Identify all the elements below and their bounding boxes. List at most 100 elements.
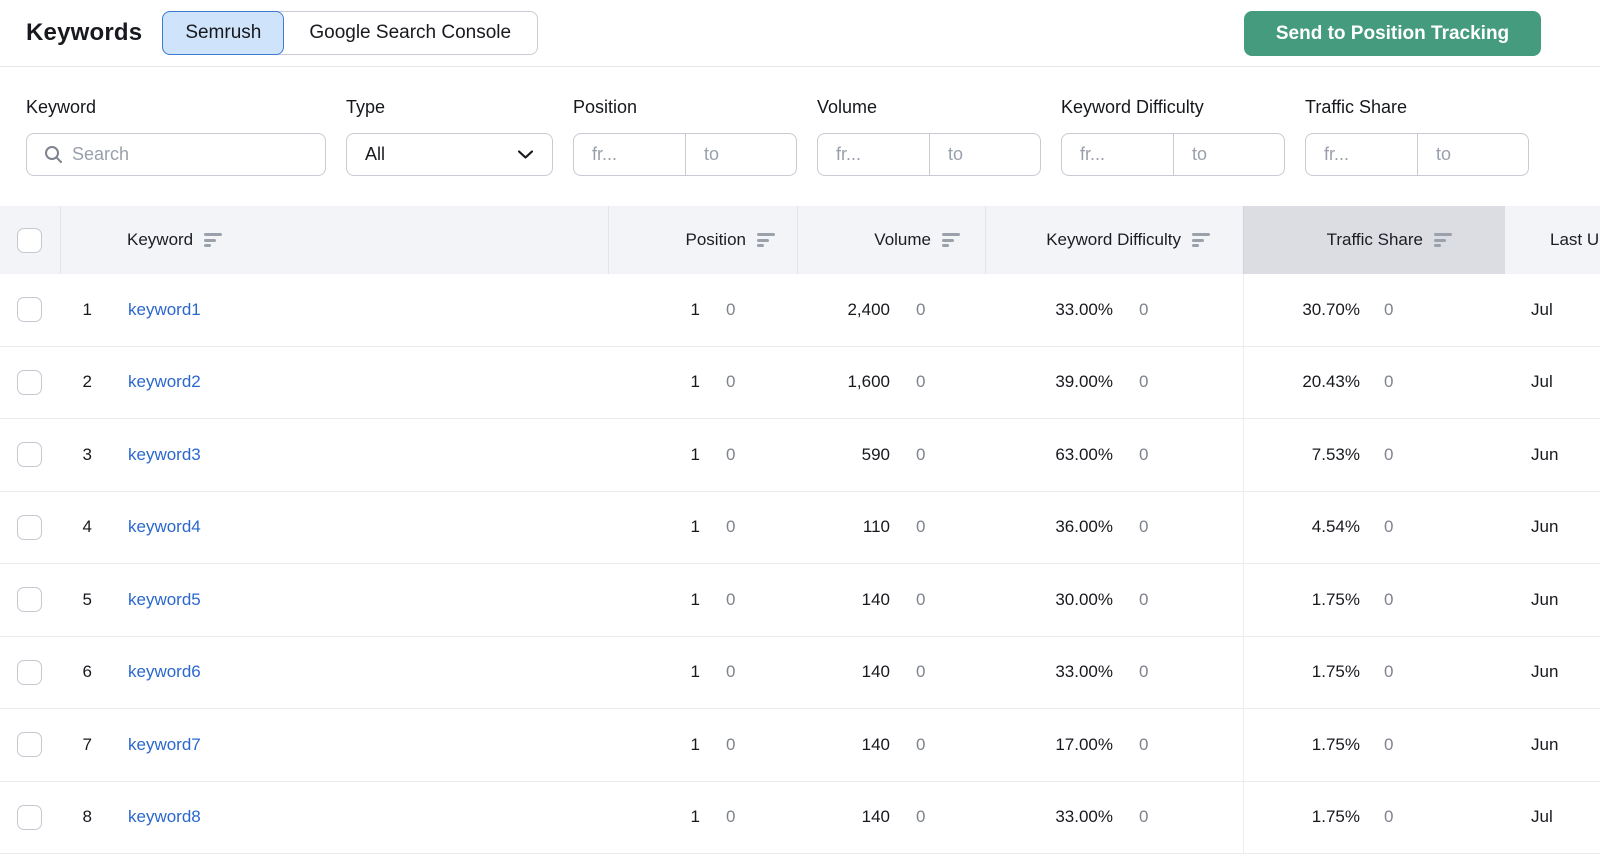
volume-diff: 0 [916, 372, 926, 392]
table-row: 1 keyword1 1 0 2,400 0 33.00% 0 30.70% 0… [0, 274, 1600, 347]
position-value: 1 [690, 807, 700, 827]
row-checkbox[interactable] [17, 659, 42, 685]
traffic-share-to-input[interactable] [1418, 134, 1528, 175]
column-header-keyword-difficulty[interactable]: Keyword Difficulty [985, 206, 1243, 274]
traffic-share-cell: 4.54% 0 [1243, 491, 1505, 563]
traffic-share-value: 1.75% [1311, 662, 1360, 682]
keyword-difficulty-diff: 0 [1139, 807, 1149, 827]
keyword-link[interactable]: keyword7 [128, 734, 201, 754]
sort-icon[interactable] [1192, 233, 1210, 247]
traffic-share-diff: 0 [1384, 372, 1394, 392]
table-row: 2 keyword2 1 0 1,600 0 39.00% 0 20.43% 0… [0, 346, 1600, 419]
filter-volume: Volume [817, 97, 1041, 176]
volume-to-input[interactable] [930, 134, 1040, 175]
search-icon [44, 145, 63, 164]
traffic-share-cell: 1.75% 0 [1243, 781, 1505, 853]
sort-icon[interactable] [757, 233, 775, 247]
keyword-difficulty-value: 33.00% [1055, 807, 1113, 827]
keyword-difficulty-value: 33.00% [1055, 299, 1113, 319]
traffic-share-from-input[interactable] [1306, 134, 1417, 175]
keyword-difficulty-value: 30.00% [1055, 589, 1113, 609]
last-update-value: Jul [1531, 807, 1553, 827]
table-body: 1 keyword1 1 0 2,400 0 33.00% 0 30.70% 0… [0, 274, 1600, 854]
keyword-difficulty-to-input[interactable] [1174, 134, 1284, 175]
row-checkbox[interactable] [17, 369, 42, 395]
row-checkbox[interactable] [17, 587, 42, 613]
last-update-value: Jun [1531, 734, 1559, 754]
row-number: 2 [82, 372, 92, 392]
keyword-link[interactable]: keyword2 [128, 372, 201, 392]
keyword-difficulty-diff: 0 [1139, 589, 1149, 609]
volume-from-input[interactable] [818, 134, 929, 175]
tab-google-search-console[interactable]: Google Search Console [283, 12, 537, 54]
traffic-share-value: 30.70% [1302, 299, 1360, 319]
position-cell: 1 0 [608, 564, 797, 636]
volume-cell: 1,600 0 [797, 347, 985, 419]
volume-cell: 2,400 0 [797, 274, 985, 346]
traffic-share-value: 7.53% [1311, 444, 1360, 464]
row-checkbox[interactable] [17, 514, 42, 540]
row-checkbox[interactable] [17, 442, 42, 468]
top-bar: Keywords Semrush Google Search Console S… [0, 0, 1600, 67]
last-update-value: Jun [1531, 589, 1559, 609]
keyword-difficulty-from-input[interactable] [1062, 134, 1173, 175]
traffic-share-value: 1.75% [1311, 589, 1360, 609]
sort-icon[interactable] [204, 233, 223, 247]
position-value: 1 [690, 662, 700, 682]
volume-value: 590 [861, 444, 890, 464]
keyword-link[interactable]: keyword3 [128, 444, 201, 464]
row-number: 6 [82, 662, 92, 682]
column-header-position[interactable]: Position [608, 206, 797, 274]
position-diff: 0 [726, 299, 736, 319]
column-header-traffic-share[interactable]: Traffic Share [1243, 206, 1505, 274]
keyword-link[interactable]: keyword4 [128, 517, 201, 537]
sort-icon[interactable] [1434, 233, 1452, 247]
volume-value: 140 [861, 662, 890, 682]
send-to-position-tracking-button[interactable]: Send to Position Tracking [1244, 11, 1541, 56]
keyword-link[interactable]: keyword6 [128, 662, 201, 682]
row-checkbox[interactable] [17, 297, 42, 323]
type-select[interactable]: All [346, 133, 553, 176]
column-header-volume[interactable]: Volume [797, 206, 985, 274]
volume-value: 140 [861, 807, 890, 827]
filter-traffic-share: Traffic Share [1305, 97, 1529, 176]
position-diff: 0 [726, 734, 736, 754]
type-select-value: All [365, 144, 386, 164]
row-number: 5 [82, 589, 92, 609]
keyword-difficulty-cell: 36.00% 0 [985, 492, 1243, 564]
keyword-link[interactable]: keyword5 [128, 589, 201, 609]
position-value: 1 [690, 372, 700, 392]
select-all-checkbox[interactable] [17, 227, 42, 253]
keyword-link[interactable]: keyword1 [128, 299, 201, 319]
position-cell: 1 0 [608, 709, 797, 781]
column-header-last-update[interactable]: Last U [1550, 230, 1600, 249]
table-row: 4 keyword4 1 0 110 0 36.00% 0 4.54% 0 Ju… [0, 491, 1600, 564]
chevron-down-icon [517, 149, 534, 160]
position-to-input[interactable] [686, 134, 796, 175]
row-number: 8 [82, 807, 92, 827]
table-header-row: Keyword Position Volume Keyword Difficul… [0, 206, 1600, 274]
filters-bar: Keyword Type All Position [0, 67, 1600, 176]
keyword-difficulty-cell: 30.00% 0 [985, 564, 1243, 636]
position-from-input[interactable] [574, 134, 685, 175]
column-header-keyword[interactable]: Keyword [60, 206, 608, 274]
volume-diff: 0 [916, 662, 926, 682]
position-cell: 1 0 [608, 637, 797, 709]
filter-type-label: Type [346, 97, 386, 117]
filter-keyword-label: Keyword [26, 97, 97, 117]
volume-cell: 140 0 [797, 782, 985, 854]
position-diff: 0 [726, 589, 736, 609]
keyword-search-input[interactable] [72, 134, 325, 175]
filter-keyword: Keyword [26, 97, 326, 176]
volume-cell: 110 0 [797, 492, 985, 564]
row-checkbox[interactable] [17, 804, 42, 830]
volume-diff: 0 [916, 299, 926, 319]
filter-keyword-difficulty: Keyword Difficulty [1061, 97, 1285, 176]
sort-icon[interactable] [942, 233, 960, 247]
keyword-link[interactable]: keyword8 [128, 807, 201, 827]
filter-keyword-difficulty-label: Keyword Difficulty [1061, 97, 1204, 117]
traffic-share-value: 1.75% [1311, 807, 1360, 827]
table-row: 3 keyword3 1 0 590 0 63.00% 0 7.53% 0 Ju… [0, 419, 1600, 492]
row-checkbox[interactable] [17, 732, 42, 758]
tab-semrush[interactable]: Semrush [162, 11, 285, 55]
